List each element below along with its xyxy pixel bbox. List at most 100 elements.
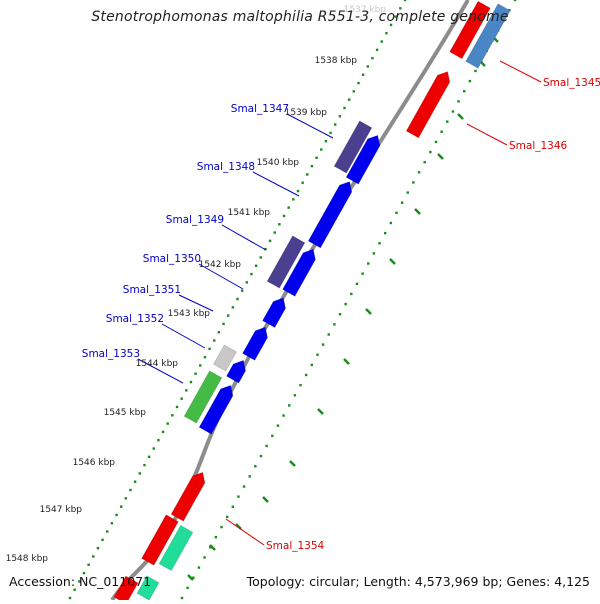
ruler-dot [119, 505, 123, 508]
ruler-dot [250, 272, 253, 276]
ruler-dot [316, 353, 319, 356]
kbp-tick-label: 1546 kbp [73, 458, 116, 468]
ruler-dot [296, 189, 300, 193]
ruler-dot [293, 394, 297, 397]
gene-label-left[interactable]: Smal_1350 [143, 253, 201, 265]
gene-label-left[interactable]: Smal_1351 [123, 284, 181, 296]
gene-label-left[interactable]: Smal_1352 [106, 313, 164, 325]
leader-line-left [252, 171, 300, 197]
gene-smal-1345 [465, 3, 511, 69]
ruler-dot [440, 130, 443, 133]
ruler-tick [365, 308, 372, 315]
ruler-dot [225, 515, 229, 519]
ruler-dot [133, 480, 137, 483]
gene-label-right[interactable]: Smal_1354 [266, 540, 325, 552]
ruler-dot [389, 221, 393, 225]
ruler-dot [152, 447, 155, 450]
ruler-dot [389, 23, 393, 27]
ruler-tick [317, 408, 324, 415]
ruler-tick [414, 208, 421, 215]
ruler-tick [437, 153, 444, 160]
ruler-dot [371, 56, 374, 60]
leader-line-left [178, 294, 214, 312]
ruler-dot [192, 576, 195, 579]
position-ruler-dots [68, 0, 517, 600]
ruler-dot [385, 32, 388, 35]
ruler-dot [282, 214, 286, 218]
ruler-dot [399, 7, 402, 10]
ruler-dot [463, 90, 466, 93]
leader-line-left [137, 358, 184, 384]
kbp-tick-label: 1537 kbp [344, 5, 387, 15]
gene-smal-1347 [333, 120, 373, 174]
ruler-dot [417, 171, 421, 174]
ruler-dot [240, 289, 244, 292]
kbp-tick-label: 1547 kbp [40, 505, 83, 515]
ruler-dot [306, 173, 309, 176]
gene-smal-1345-red [449, 0, 491, 60]
ruler-dot [143, 463, 146, 467]
gene-smal-1351 [262, 297, 286, 329]
ruler-tick [289, 460, 296, 467]
ruler-dot [271, 434, 274, 438]
ruler-dot [276, 424, 280, 427]
ruler-dot [434, 140, 438, 144]
ruler-dot [299, 383, 302, 387]
ruler-dot [343, 106, 346, 110]
gene-label-left[interactable]: Smal_1353 [82, 348, 140, 360]
ruler-dot [357, 81, 360, 85]
kbp-tick-label: 1543 kbp [168, 309, 211, 319]
gene-label-left[interactable]: Smal_1347 [231, 103, 289, 115]
ruler-dot [157, 438, 160, 442]
leader-line-left [286, 113, 334, 139]
gene-smal-1350 [282, 248, 316, 297]
left-ruler-line [68, 0, 407, 600]
gene-label-right[interactable]: Smal_1346 [509, 140, 568, 152]
ruler-dot [203, 355, 207, 359]
ruler-dot [68, 596, 72, 600]
ruler-dot [282, 414, 285, 417]
ruler-dot [101, 538, 104, 542]
ruler-dot [242, 485, 246, 488]
backbone-line [110, 0, 470, 602]
gene-label-left[interactable]: Smal_1349 [166, 214, 224, 226]
ruler-dot [338, 115, 342, 118]
ruler-dot [468, 79, 472, 83]
ruler-dot [334, 123, 337, 126]
kbp-tick-label: 1548 kbp [6, 554, 49, 564]
ruler-dot [361, 272, 364, 275]
ruler-dot [366, 65, 369, 68]
ruler-dot [350, 292, 353, 296]
ruler-dot [347, 98, 351, 101]
ruler-dot [446, 120, 449, 123]
ruler-dot [288, 404, 291, 407]
ruler-dot [338, 313, 342, 316]
ruler-dot [208, 347, 211, 351]
leader-line-left [198, 263, 244, 290]
ruler-dot [513, 0, 517, 2]
gene-label-right[interactable]: Smal_1345 [543, 77, 600, 89]
ruler-dot [474, 69, 477, 73]
ruler-dot [124, 497, 128, 500]
ruler-dot [254, 465, 257, 468]
ruler-dot [403, 0, 407, 2]
ruler-dot [406, 191, 409, 194]
leader-line-right [466, 123, 508, 146]
ruler-dot [310, 363, 314, 367]
ruler-dot [73, 588, 76, 591]
gene-label-left[interactable]: Smal_1348 [197, 161, 255, 173]
genome-title: Stenotrophomonas maltophilia R551-3, com… [91, 9, 509, 25]
ruler-tick [262, 496, 269, 503]
ruler-dot [315, 156, 318, 160]
ruler-dot [245, 281, 249, 284]
kbp-tick-label: 1541 kbp [228, 208, 271, 218]
gene-smal-1353 [183, 370, 223, 424]
ruler-dot [171, 414, 174, 417]
ruler-dot [87, 563, 90, 566]
ruler-dot [333, 323, 336, 326]
right-ruler-line [180, 0, 517, 600]
ruler-dot [175, 405, 179, 409]
ruler-dot [395, 211, 398, 215]
